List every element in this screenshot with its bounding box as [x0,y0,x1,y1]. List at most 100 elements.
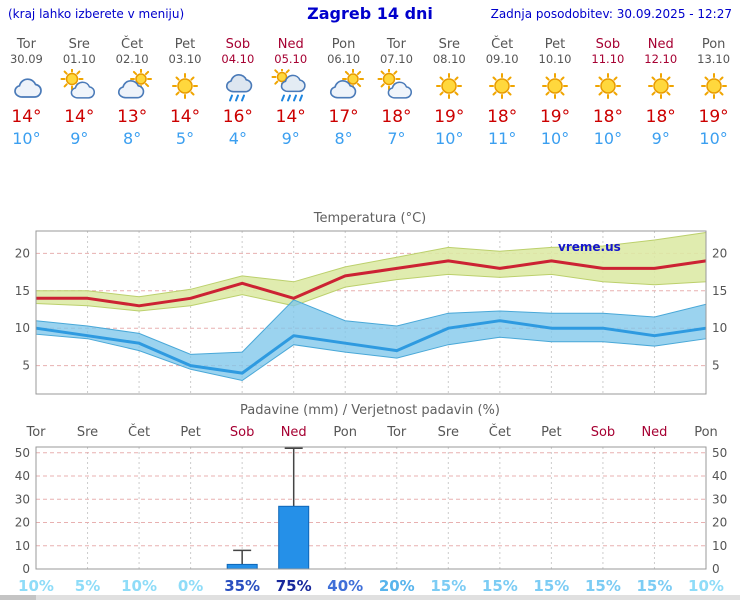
page-header: (kraj lahko izberete v meniju) Zagreb 14… [0,0,740,29]
precip-probability: 5% [74,577,101,595]
svg-text:30: 30 [15,492,30,506]
day-column[interactable]: Sre 01.10 14° 9° [53,37,106,149]
precip-probability: 0% [177,577,204,595]
scrollbar-thumb[interactable] [0,595,36,600]
svg-text:10: 10 [712,321,727,335]
precipitation-chart: 0 0 10 10 20 20 30 30 40 40 50 50 [15,446,728,576]
temperature-chart-title: Temperatura (°C) [313,211,427,226]
precip-probability: 15% [481,577,518,595]
precip-probability: 15% [584,577,621,595]
precip-probability: 15% [636,577,673,595]
day-min-temp: 9° [70,129,89,148]
svg-text:40: 40 [15,469,30,483]
horizontal-scrollbar[interactable] [0,595,740,600]
day-column[interactable]: Pon 06.10 17° 8° [317,37,370,149]
tmax-line [36,259,707,308]
day-column[interactable]: Pon 13.10 19° 10° [687,37,740,149]
last-updated: Zadnja posodobitev: 30.09.2025 - 12:27 [490,7,732,21]
location-menu-note: (kraj lahko izberete v meniju) [8,7,185,21]
day-date: 11.10 [591,52,625,66]
svg-text:20: 20 [712,516,727,530]
watermark: vreme.us [558,240,621,254]
sun-icon [159,69,212,103]
day-column[interactable]: Sob 11.10 18° 10° [581,37,634,149]
day-column[interactable]: Pet 10.10 19° 10° [529,37,582,149]
sun-cloud-icon [53,67,106,103]
day-max-temp: 14° [64,107,95,127]
precip-day-label: Pet [541,425,562,440]
forecast-days-row: Tor 30.09 14° 10° Sre 01.10 14° 9° Čet 02.10 13° 8°… [0,37,740,149]
day-max-temp: 17° [328,107,359,127]
sun-icon [529,69,582,103]
day-name: Tor [16,37,36,52]
svg-text:10: 10 [712,539,727,553]
day-column[interactable]: Pet 03.10 14° 5° [159,37,212,149]
svg-text:40: 40 [712,469,727,483]
cloud-sun-icon [317,68,370,103]
precip-day-label: Tor [26,425,46,440]
day-min-temp: 5° [175,129,195,148]
day-column[interactable]: Tor 30.09 14° 10° [0,37,53,149]
cloud-sun-icon [106,68,159,103]
precip-day-label: Sre [437,425,459,440]
precip-day-label: Ned [641,425,668,440]
precip-probability: 35% [224,577,261,595]
day-name: Ned [277,37,304,52]
day-name: Pet [544,37,566,52]
day-max-temp: 19° [434,107,465,127]
day-date: 09.10 [485,52,519,66]
svg-text:20: 20 [712,246,727,260]
precip-day-label: Tor [387,425,407,440]
day-name: Čet [491,37,514,52]
precip-probability: 10% [688,577,724,595]
day-min-temp: 10° [540,129,570,148]
day-date: 10.10 [538,52,572,66]
svg-text:50: 50 [15,446,30,460]
cloud-icon [0,69,53,103]
day-min-temp: 10° [12,129,41,148]
temperature-chart: 5 5 10 10 15 15 20 20 vreme.us [15,230,727,395]
day-name: Tor [386,37,406,52]
day-column[interactable]: Ned 05.10 14° 9° [264,37,317,149]
day-date: 04.10 [221,52,255,66]
precip-probability: 15% [533,577,570,595]
sun-icon [423,69,476,103]
svg-text:30: 30 [712,492,727,506]
day-max-temp: 16° [222,107,253,127]
day-column[interactable]: Tor 07.10 18° 7° [370,37,423,149]
day-name: Sob [225,37,251,52]
sun-icon [476,69,529,103]
tmin-line [35,319,707,375]
day-max-temp: 19° [698,107,729,127]
day-name: Sob [595,37,621,52]
precip-day-label: Sob [229,425,255,440]
day-min-temp: 10° [699,129,728,148]
day-max-temp: 18° [381,107,412,127]
day-min-temp: 9° [651,129,670,148]
svg-text:15: 15 [712,284,727,298]
day-column[interactable]: Sre 08.10 19° 10° [423,37,476,149]
day-column[interactable]: Čet 09.10 18° 11° [476,37,529,149]
precip-bar [278,505,310,570]
precip-probability: 10% [121,577,158,595]
precip-day-label: Čet [127,425,151,440]
day-date: 08.10 [432,52,466,66]
precip-probability: 40% [327,577,364,595]
svg-text:20: 20 [15,246,30,260]
svg-text:5: 5 [22,359,30,373]
rain-sun-icon [264,66,317,103]
day-max-temp: 14° [169,107,201,127]
svg-text:0: 0 [22,562,30,576]
day-date: 06.10 [327,52,361,66]
sun-icon [634,69,687,103]
day-date: 12.10 [644,52,678,66]
day-name: Pet [174,37,196,52]
day-column[interactable]: Čet 02.10 13° 8° [106,37,159,149]
svg-text:10: 10 [15,539,30,553]
day-max-temp: 18° [487,107,518,127]
day-column[interactable]: Sob 04.10 16° 4° [211,37,264,149]
day-name: Pon [701,37,726,52]
day-column[interactable]: Ned 12.10 18° 9° [634,37,687,149]
day-min-temp: 9° [281,129,300,148]
day-min-temp: 8° [334,129,353,148]
